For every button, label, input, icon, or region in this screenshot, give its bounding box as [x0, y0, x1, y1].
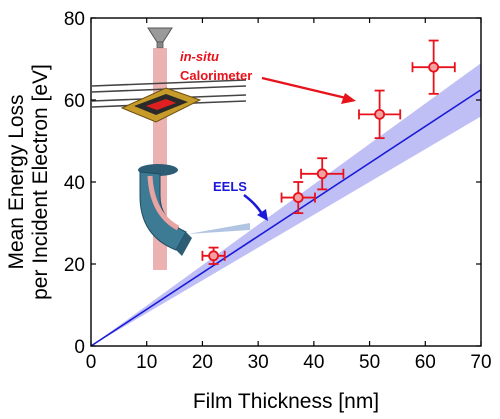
calorimeter-label-line2: Calorimeter — [180, 68, 252, 83]
y-tick-label: 60 — [64, 91, 85, 112]
axis-ticks-layer: 0 10 20 30 40 50 60 70 0 20 40 60 80 — [64, 9, 492, 373]
x-tick-label: 30 — [248, 352, 269, 373]
data-marker — [208, 250, 219, 262]
x-tick-label: 0 — [86, 352, 97, 373]
y-tick-label: 20 — [64, 255, 85, 276]
data-marker — [292, 192, 304, 203]
y-tick-label: 40 — [64, 173, 85, 194]
calorimeter-arrow — [261, 76, 356, 104]
eels-uncertainty-band — [91, 63, 481, 346]
y-axis-title-line1: Mean Energy Loss — [5, 94, 28, 269]
x-tick-label: 70 — [470, 352, 491, 373]
eels-label: EELS — [213, 179, 247, 194]
calorimeter-point-2 — [280, 181, 316, 215]
x-tick-label: 20 — [192, 352, 213, 373]
spectrometer-icon — [138, 164, 250, 256]
eels-fit-line — [90, 89, 482, 347]
microscope-illustration — [91, 27, 250, 270]
eels-uncertainty-band-layer — [91, 63, 481, 346]
calorimeter-point-1 — [201, 246, 226, 265]
data-marker — [374, 108, 386, 120]
calorimeter-label-line1: in-situ — [180, 49, 219, 64]
y-tick-label: 0 — [74, 337, 85, 358]
eels-fit-line-layer — [90, 89, 482, 347]
data-marker — [428, 61, 440, 73]
calorimeter-point-4 — [358, 89, 402, 140]
data-marker — [316, 168, 328, 180]
x-tick-label: 40 — [303, 352, 324, 373]
eels-arrow — [243, 193, 268, 221]
calorimeter-point-5 — [411, 39, 456, 95]
calorimeter-points-layer — [201, 39, 456, 265]
x-tick-label: 50 — [359, 352, 380, 373]
y-axis-title-line2: per Incident Electron [eV] — [29, 64, 52, 300]
y-tick-label: 80 — [64, 9, 85, 30]
x-axis-title: Film Thickness [nm] — [193, 390, 379, 413]
electron-source-icon — [147, 27, 173, 49]
x-tick-label: 60 — [415, 352, 436, 373]
x-tick-label: 10 — [136, 352, 157, 373]
calorimeter-chip-icon — [120, 87, 202, 123]
calorimeter-point-3 — [300, 157, 345, 191]
